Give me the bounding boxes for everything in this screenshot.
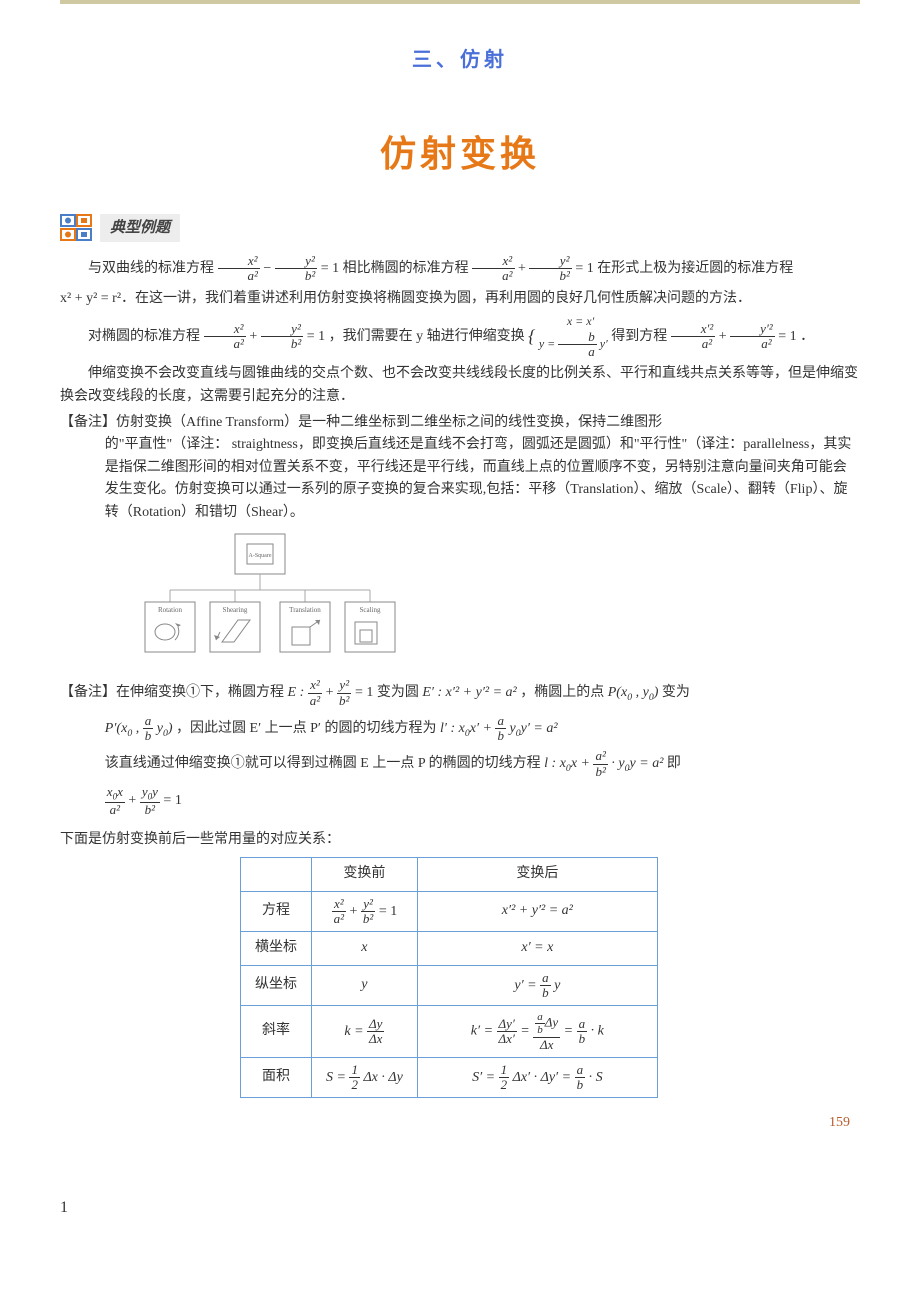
cell: x²a² + y²b² = 1: [312, 891, 418, 932]
svg-text:Rotation: Rotation: [158, 606, 183, 614]
cell: y′ = ab y: [417, 965, 657, 1006]
text: 在形式上极为接近圆的标准方程: [597, 261, 793, 276]
note-scaling: 【备注】在伸缩变换①下，椭圆方程 E : x²a² + y²b² = 1 变为圆…: [60, 678, 860, 817]
text: ，我们需要在 y 轴进行伸缩变换: [329, 329, 525, 344]
note-tag: 【备注】: [60, 415, 116, 430]
section-title: 三、仿射: [60, 44, 860, 76]
intro-p3: 对椭圆的标准方程 x²a² + y²b² = 1 ，我们需要在 y 轴进行伸缩变…: [60, 314, 860, 359]
table-row: 横坐标 x x′ = x: [241, 932, 658, 965]
example-icon: [60, 214, 94, 242]
example-heading: 典型例题: [60, 214, 180, 242]
intro-p2: x² + y² = r²．在这一讲，我们着重讲述利用仿射变换将椭圆变换为圆，再利…: [60, 288, 860, 310]
svg-text:A-Square: A-Square: [249, 553, 272, 559]
text: 对椭圆的标准方程: [88, 329, 200, 344]
intro-p4: 伸缩变换不会改变直线与圆锥曲线的交点个数、也不会改变共线线段长度的比例关系、平行…: [60, 363, 860, 408]
footer-number: 1: [60, 1195, 860, 1221]
note-line2: P′(x0 , ab y0) ，因此过圆 E′ 上一点 P′ 的圆的切线方程为 …: [105, 714, 860, 744]
row-label: 纵坐标: [241, 965, 312, 1006]
table-row: 斜率 k = ΔyΔx k′ = Δy′Δx′ = abΔyΔx = ab · …: [241, 1006, 658, 1057]
table-header: 变换后: [417, 858, 657, 891]
cell: x′ = x: [417, 932, 657, 965]
fraction: x²a²: [204, 322, 246, 352]
row-label: 方程: [241, 891, 312, 932]
table-header: [241, 858, 312, 891]
main-title: 仿射变换: [60, 126, 860, 184]
fraction: y′²a²: [730, 322, 775, 352]
cell: k = ΔyΔx: [312, 1006, 418, 1057]
intro-p1: 与双曲线的标准方程 x²a² − y²b² = 1 相比椭圆的标准方程 x²a²…: [60, 254, 860, 284]
text: 得到方程: [611, 329, 667, 344]
fraction: y²b²: [529, 254, 571, 284]
text: 相比椭圆的标准方程: [343, 261, 469, 276]
note-affine: 【备注】仿射变换（Affine Transform）是一种二维坐标到二维坐标之间…: [60, 412, 860, 524]
text: 变为圆: [377, 685, 419, 700]
table-row: 面积 S = 12 Δx · Δy S′ = 12 Δx′ · Δy′ = ab…: [241, 1057, 658, 1098]
correspondence-table: 变换前 变换后 方程 x²a² + y²b² = 1 x′² + y′² = a…: [240, 857, 658, 1098]
text: 变为: [662, 685, 690, 700]
row-label: 横坐标: [241, 932, 312, 965]
note-line4: x0xa² + y0yb² = 1: [105, 785, 860, 817]
note-tag: 【备注】: [60, 685, 116, 700]
top-border: [60, 0, 860, 4]
svg-text:Scaling: Scaling: [360, 606, 381, 614]
cell: x: [312, 932, 418, 965]
fraction: x²a²: [472, 254, 514, 284]
row-label: 面积: [241, 1057, 312, 1098]
page-number: 159: [60, 1112, 860, 1134]
table-caption: 下面是仿射变换前后一些常用量的对应关系：: [60, 829, 860, 851]
text: 在伸缩变换①下，椭圆方程: [116, 685, 284, 700]
note-body-inline: 仿射变换（Affine Transform）是一种二维坐标到二维坐标之间的线性变…: [116, 415, 662, 430]
table-row: 纵坐标 y y′ = ab y: [241, 965, 658, 1006]
svg-text:Shearing: Shearing: [223, 606, 248, 614]
cell: S′ = 12 Δx′ · Δy′ = ab · S: [417, 1057, 657, 1098]
text: ，椭圆上的点: [520, 685, 604, 700]
text: ．: [800, 329, 814, 344]
note-body: 的"平直性"（译注： straightness，即变换后直线还是直线不会打弯，圆…: [105, 434, 860, 524]
table-header: 变换前: [312, 858, 418, 891]
affine-diagram: A-Square Rotation Shearing Translation: [140, 532, 860, 670]
text: ，因此过圆 E′ 上一点 P′ 的圆的切线方程为: [176, 721, 436, 736]
cell: S = 12 Δx · Δy: [312, 1057, 418, 1098]
text: 该直线通过伸缩变换①就可以得到过椭圆 E 上一点 P 的椭圆的切线方程: [105, 756, 541, 771]
brace-system: {: [528, 326, 535, 346]
table-row: 方程 x²a² + y²b² = 1 x′² + y′² = a²: [241, 891, 658, 932]
fraction: x′²a²: [671, 322, 716, 352]
cell: k′ = Δy′Δx′ = abΔyΔx = ab · k: [417, 1006, 657, 1057]
row-label: 斜率: [241, 1006, 312, 1057]
cell: y: [312, 965, 418, 1006]
cell: x′² + y′² = a²: [417, 891, 657, 932]
text: 与双曲线的标准方程: [88, 261, 214, 276]
note-line3: 该直线通过伸缩变换①就可以得到过椭圆 E 上一点 P 的椭圆的切线方程 l : …: [105, 749, 860, 779]
fraction: y²b²: [275, 254, 317, 284]
svg-text:Translation: Translation: [289, 606, 321, 614]
text: 即: [667, 756, 681, 771]
fraction: x²a²: [218, 254, 260, 284]
example-label: 典型例题: [100, 214, 180, 242]
fraction: y²b²: [261, 322, 303, 352]
table-row: 变换前 变换后: [241, 858, 658, 891]
